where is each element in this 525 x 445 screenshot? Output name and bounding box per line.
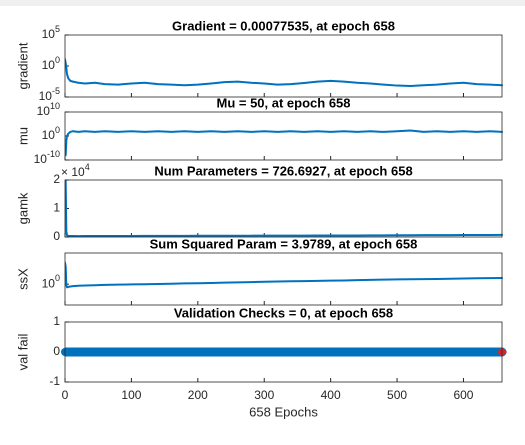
y-tick-label: 0 [53,344,60,358]
data-marker [74,348,83,356]
data-marker [246,348,255,356]
axes-box [64,252,503,306]
y-tick-label: -1 [49,374,60,388]
y-exponent-label: × 104 [61,162,90,179]
data-marker [432,348,441,356]
data-marker [233,348,242,356]
window-edge [0,0,525,6]
y-tick-label: 0 [53,229,60,243]
subplot-title: Validation Checks = 0, at epoch 658 [174,305,393,320]
y-axis-label: ssX [15,268,30,290]
data-marker [90,348,99,356]
data-line [65,180,503,237]
subplot-title: Sum Squared Param = 3.9789, at epoch 658 [150,236,418,251]
data-marker [260,348,269,356]
data-marker [127,348,136,356]
data-marker [459,348,468,356]
axes-box [64,34,503,98]
axes-box [64,321,503,383]
axes-background [65,180,502,237]
y-axis-label: gradient [15,42,30,89]
data-marker [326,348,335,356]
y-tick-label: 1 [53,314,60,328]
axes-box [64,111,503,161]
data-marker [273,348,282,356]
data-marker [339,348,348,356]
data-line [65,58,503,87]
data-marker [180,348,189,356]
data-marker [472,348,481,356]
x-axis-label: 658 Epochs [249,404,318,419]
y-axis-label: mu [15,127,30,145]
x-tick-label: 400 [321,388,341,402]
data-marker [393,348,402,356]
x-tick-label: 0 [62,388,69,402]
data-marker [153,348,162,356]
data-marker [140,348,149,356]
data-marker [313,348,322,356]
x-tick-label: 200 [188,388,208,402]
data-marker [486,348,495,356]
data-marker [220,348,229,356]
y-axis-label: gamk [15,192,30,224]
data-line [65,261,503,289]
data-marker [80,348,89,356]
data-marker [114,348,123,356]
y-axis-label: val fail [15,333,30,370]
axes-box [64,179,503,238]
x-tick-label: 500 [387,388,407,402]
y-tick-label: 2 [53,172,60,186]
data-marker [193,348,202,356]
data-marker [379,348,388,356]
y-tick-label: 1 [53,201,60,215]
data-marker [406,348,415,356]
data-marker [167,348,176,356]
data-marker [446,348,455,356]
data-marker [300,348,309,356]
x-tick-label: 600 [453,388,473,402]
data-marker [419,348,428,356]
data-marker [353,348,362,356]
data-marker [100,348,109,356]
data-marker [286,348,295,356]
x-tick-label: 300 [254,388,274,402]
data-marker [207,348,216,356]
axes-background [65,112,502,160]
subplot-title: Gradient = 0.00077535, at epoch 658 [172,18,395,33]
subplot-title: Mu = 50, at epoch 658 [216,95,350,110]
data-marker [366,348,375,356]
subplot-title: Num Parameters = 726.6927, at epoch 658 [154,163,412,178]
data-line [65,129,503,157]
x-tick-label: 100 [121,388,141,402]
axes-background [65,35,502,97]
